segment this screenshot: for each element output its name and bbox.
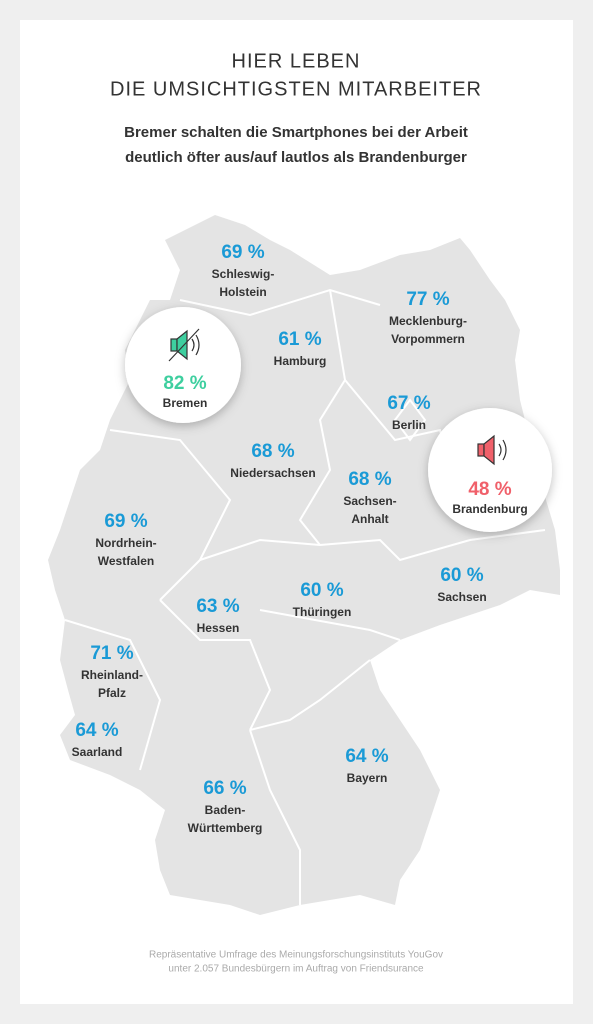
region-name: Sachsen <box>437 590 486 604</box>
region-share: 60 % <box>300 580 343 601</box>
region-name: Mecklenburg- <box>389 314 467 328</box>
footnote: Repräsentative Umfrage des Meinungsforsc… <box>149 950 443 961</box>
region-share: 68 % <box>251 441 294 462</box>
region-name: Vorpommern <box>391 332 465 346</box>
region-share: 64 % <box>345 746 388 767</box>
region-name: Berlin <box>392 418 426 432</box>
title: HIER LEBEN <box>232 50 361 72</box>
region-share: 69 % <box>104 511 147 532</box>
region-share: 69 % <box>221 242 264 263</box>
texts: HIER LEBEN DIE UMSICHTIGSTEN MITARBEITER B… <box>72 50 528 974</box>
title: DIE UMSICHTIGSTEN MITARBEITER <box>110 78 482 100</box>
region-name: Rheinland- <box>81 668 143 682</box>
brandenburg-badge <box>428 408 552 532</box>
muted-speaker-icon <box>168 328 200 362</box>
subtitle: Bremer schalten die Smartphones bei der … <box>124 124 468 141</box>
region-share: 60 % <box>440 565 483 586</box>
region-name: Holstein <box>219 285 266 299</box>
region-name: Niedersachsen <box>230 466 315 480</box>
region-name: Württemberg <box>188 821 263 835</box>
region-share: 77 % <box>406 289 449 310</box>
region-name: Hessen <box>197 621 240 635</box>
region-name: Schleswig- <box>212 267 275 281</box>
subtitle: deutlich öfter aus/auf lautlos als Brand… <box>125 149 467 166</box>
highlight-name: Brandenburg <box>452 502 527 516</box>
region-share: 64 % <box>75 720 118 741</box>
region-name: Baden- <box>205 803 246 817</box>
highlight-share: 82 % <box>163 373 206 394</box>
region-share: 66 % <box>203 778 246 799</box>
region-name: Pfalz <box>98 686 126 700</box>
region-borders <box>64 288 546 905</box>
region-name: Westfalen <box>98 554 154 568</box>
footnote: unter 2.057 Bundesbürgern im Auftrag von… <box>168 964 424 975</box>
region-share: 61 % <box>278 329 321 350</box>
region-name: Saarland <box>72 745 123 759</box>
region-share: 71 % <box>90 643 133 664</box>
speaker-icon <box>477 434 507 466</box>
bremen-badge <box>125 307 241 423</box>
region-share: 63 % <box>196 596 239 617</box>
region-name: Thüringen <box>293 605 352 619</box>
highlight-name: Bremen <box>163 396 208 410</box>
highlight-share: 48 % <box>468 479 511 500</box>
region-share: 68 % <box>348 469 391 490</box>
region-share: 67 % <box>387 393 430 414</box>
region-name: Hamburg <box>274 354 327 368</box>
region-name: Anhalt <box>351 512 388 526</box>
region-name: Nordrhein- <box>95 536 156 550</box>
region-name: Sachsen- <box>343 494 396 508</box>
region-name: Bayern <box>347 771 388 785</box>
